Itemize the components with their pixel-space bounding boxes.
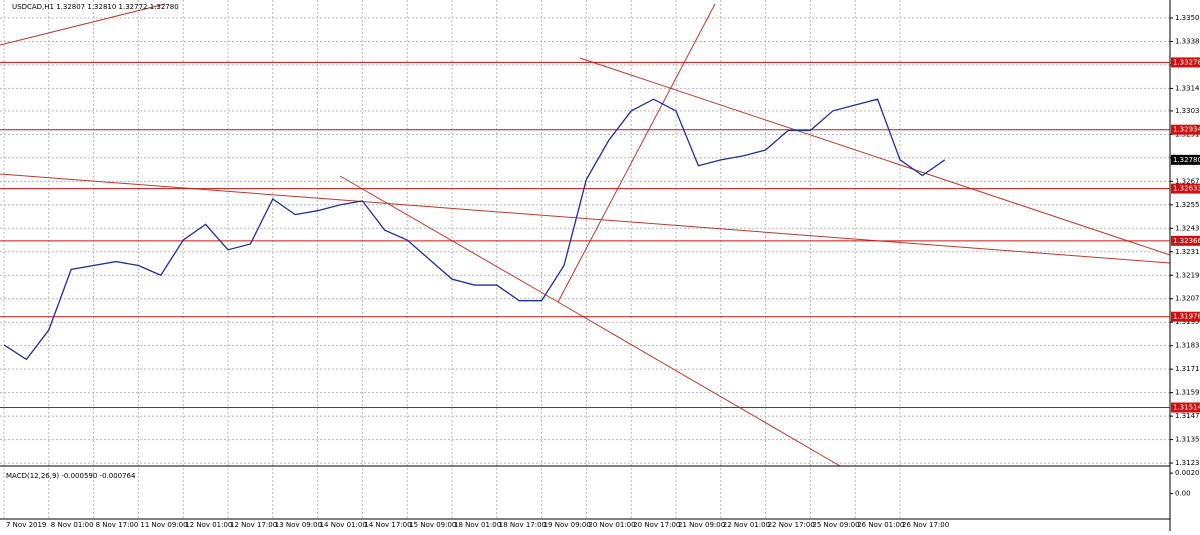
level-tag	[1171, 124, 1200, 135]
y-tick-label: 1.33505	[1175, 14, 1200, 22]
macd-title: MACD(12,26,9) -0.000590 -0.000764	[6, 472, 136, 480]
y-tick-label: 1.32070	[1175, 295, 1200, 303]
last-price-label: 1.32780	[1173, 156, 1200, 164]
y-tick-label: 1.33145	[1175, 84, 1200, 92]
level-label: 1.32633	[1173, 185, 1200, 193]
x-tick-label: 15 Nov 09:00	[409, 521, 456, 529]
level-label: 1.32366	[1173, 237, 1200, 245]
x-tick-label: 25 Nov 09:00	[812, 521, 859, 529]
trendline	[557, 3, 716, 303]
x-tick-label: 14 Nov 17:00	[364, 521, 411, 529]
trendline	[579, 57, 1171, 256]
price-line	[3, 98, 946, 361]
x-tick-label: 20 Nov 01:00	[588, 521, 635, 529]
level-tag	[1171, 183, 1200, 194]
level-label: 1.31978	[1173, 313, 1200, 321]
y-tick-label: 1.32550	[1175, 201, 1200, 209]
y-tick-label: 1.32190	[1175, 271, 1200, 279]
y-tick-label: 1.32430	[1175, 224, 1200, 232]
x-tick-label: 19 Nov 09:00	[544, 521, 591, 529]
macd-tick-label: 0.00	[1175, 490, 1191, 498]
level-tag	[1171, 311, 1200, 322]
level-label: 1.32934	[1173, 126, 1200, 134]
y-tick-label: 1.33385	[1175, 37, 1200, 45]
y-tick-label: 1.31950	[1175, 318, 1200, 326]
chart-title: USDCAD,H1 1.32807 1.32810 1.32772 1.3278…	[12, 3, 179, 11]
y-tick-label: 1.31350	[1175, 436, 1200, 444]
level-tag	[1171, 402, 1200, 413]
x-tick-label: 26 Nov 17:00	[902, 521, 949, 529]
trendline	[339, 175, 559, 303]
y-tick-label: 1.32310	[1175, 248, 1200, 256]
y-tick-label: 1.31590	[1175, 389, 1200, 397]
y-tick-label: 1.31470	[1175, 412, 1200, 420]
x-tick-label: 7 Nov 2019	[6, 521, 46, 529]
last-price-tag	[1171, 154, 1200, 165]
x-tick-label: 11 Nov 09:00	[140, 521, 187, 529]
x-tick-label: 21 Nov 09:00	[678, 521, 725, 529]
x-tick-label: 14 Nov 01:00	[320, 521, 367, 529]
macd-tick-label: 0.002085	[1175, 469, 1200, 477]
x-tick-label: 22 Nov 17:00	[768, 521, 815, 529]
y-tick-label: 1.32670	[1175, 177, 1200, 185]
x-tick-label: 20 Nov 17:00	[633, 521, 680, 529]
level-tag	[1171, 57, 1200, 68]
x-tick-label: 18 Nov 17:00	[499, 521, 546, 529]
x-tick-label: 22 Nov 01:00	[723, 521, 770, 529]
x-tick-label: 26 Nov 01:00	[857, 521, 904, 529]
x-tick-label: 12 Nov 01:00	[185, 521, 232, 529]
level-label: 1.31514	[1173, 404, 1200, 412]
x-tick-label: 13 Nov 09:00	[275, 521, 322, 529]
x-tick-label: 12 Nov 17:00	[230, 521, 277, 529]
x-tick-label: 18 Nov 01:00	[454, 521, 501, 529]
level-label: 1.33278	[1173, 58, 1200, 66]
trendline	[0, 3, 166, 46]
y-tick-label: 1.31710	[1175, 365, 1200, 373]
plot-area	[0, 0, 1170, 519]
x-tick-label: 8 Nov 17:00	[96, 521, 139, 529]
y-tick-label: 1.33030	[1175, 107, 1200, 115]
y-tick-label: 1.31230	[1175, 459, 1200, 467]
y-tick-label: 1.31830	[1175, 342, 1200, 350]
level-tag	[1171, 235, 1200, 246]
trendline	[557, 301, 841, 467]
x-tick-label: 8 Nov 01:00	[51, 521, 94, 529]
